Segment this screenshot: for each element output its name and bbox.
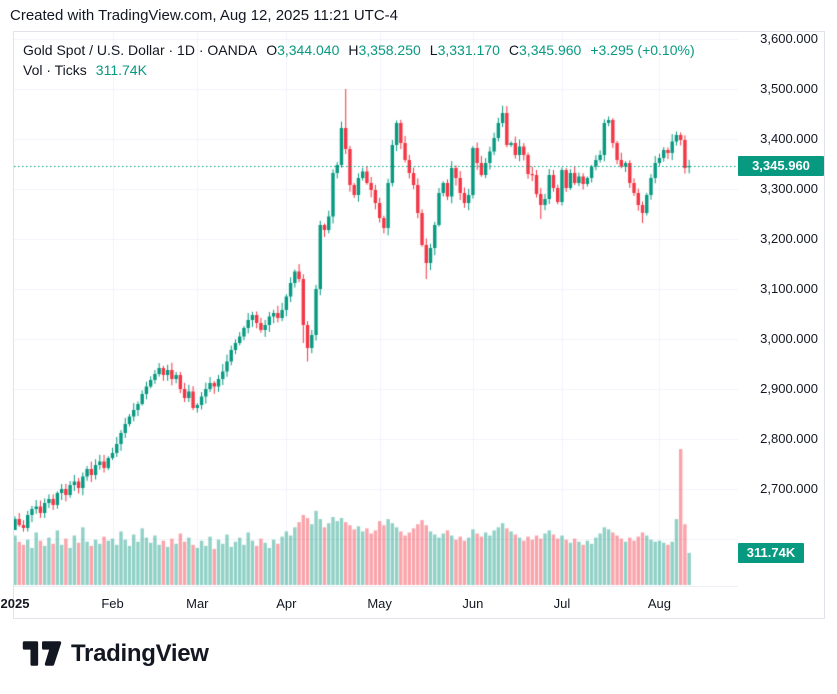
price-axis-label: 2,700.000 (760, 481, 818, 496)
time-axis-month-label: Feb (101, 596, 124, 611)
price-axis-label: 3,100.000 (760, 281, 818, 296)
tradingview-logo-icon (22, 641, 62, 666)
ohlc-o: O3,344.040 (266, 42, 340, 58)
volume-value: 311.74K (95, 62, 147, 78)
ohlc-l: L3,331.170 (429, 42, 500, 58)
footer-brand: TradingView (22, 639, 209, 668)
price-axis-label: 2,900.000 (760, 381, 818, 396)
time-axis-year-label: 2025 (0, 596, 30, 611)
price-axis-label: 3,300.000 (760, 181, 818, 196)
price-chart-canvas[interactable] (14, 32, 738, 586)
symbol-title: Gold Spot / U.S. Dollar · 1D · OANDA (23, 42, 258, 58)
time-axis-month-label: Mar (186, 596, 209, 611)
price-axis-label: 3,400.000 (760, 131, 818, 146)
time-axis-month-label: May (367, 596, 392, 611)
ohlc-h: H3,358.250 (348, 42, 421, 58)
legend-line-symbol: Gold Spot / U.S. Dollar · 1D · OANDA O3,3… (23, 40, 695, 60)
created-with-line: Created with TradingView.com, Aug 12, 20… (10, 7, 399, 24)
price-axis-label: 3,600.000 (760, 31, 818, 46)
price-axis-label: 3,500.000 (760, 81, 818, 96)
chart-legend: Gold Spot / U.S. Dollar · 1D · OANDA O3,3… (23, 40, 695, 80)
time-axis: 2025 Feb Mar Apr May Jun Jul Aug (1, 586, 738, 619)
ohlc-values: O3,344.040 H3,358.250 L3,331.170 C3,345.960 (266, 42, 590, 58)
change-value: +3.295 (+0.10%) (590, 42, 695, 58)
price-axis-label: 3,200.000 (760, 231, 818, 246)
volume-badge: 311.74K (738, 543, 804, 563)
brand-name: TradingView (71, 639, 209, 667)
price-axis-label: 3,000.000 (760, 331, 818, 346)
volume-title: Vol · Ticks (23, 62, 87, 78)
chart-panel: Gold Spot / U.S. Dollar · 1D · OANDA O3,3… (1, 31, 825, 619)
time-axis-month-label: Apr (276, 596, 297, 611)
time-axis-month-label: Aug (647, 596, 672, 611)
time-axis-month-label: Jul (553, 596, 571, 611)
time-axis-month-label: Jun (462, 596, 484, 611)
legend-line-volume: Vol · Ticks 311.74K (23, 60, 695, 80)
last-price-badge: 3,345.960 (738, 156, 824, 176)
price-axis-label: 2,800.000 (760, 431, 818, 446)
ohlc-c: C3,345.960 (508, 42, 582, 58)
